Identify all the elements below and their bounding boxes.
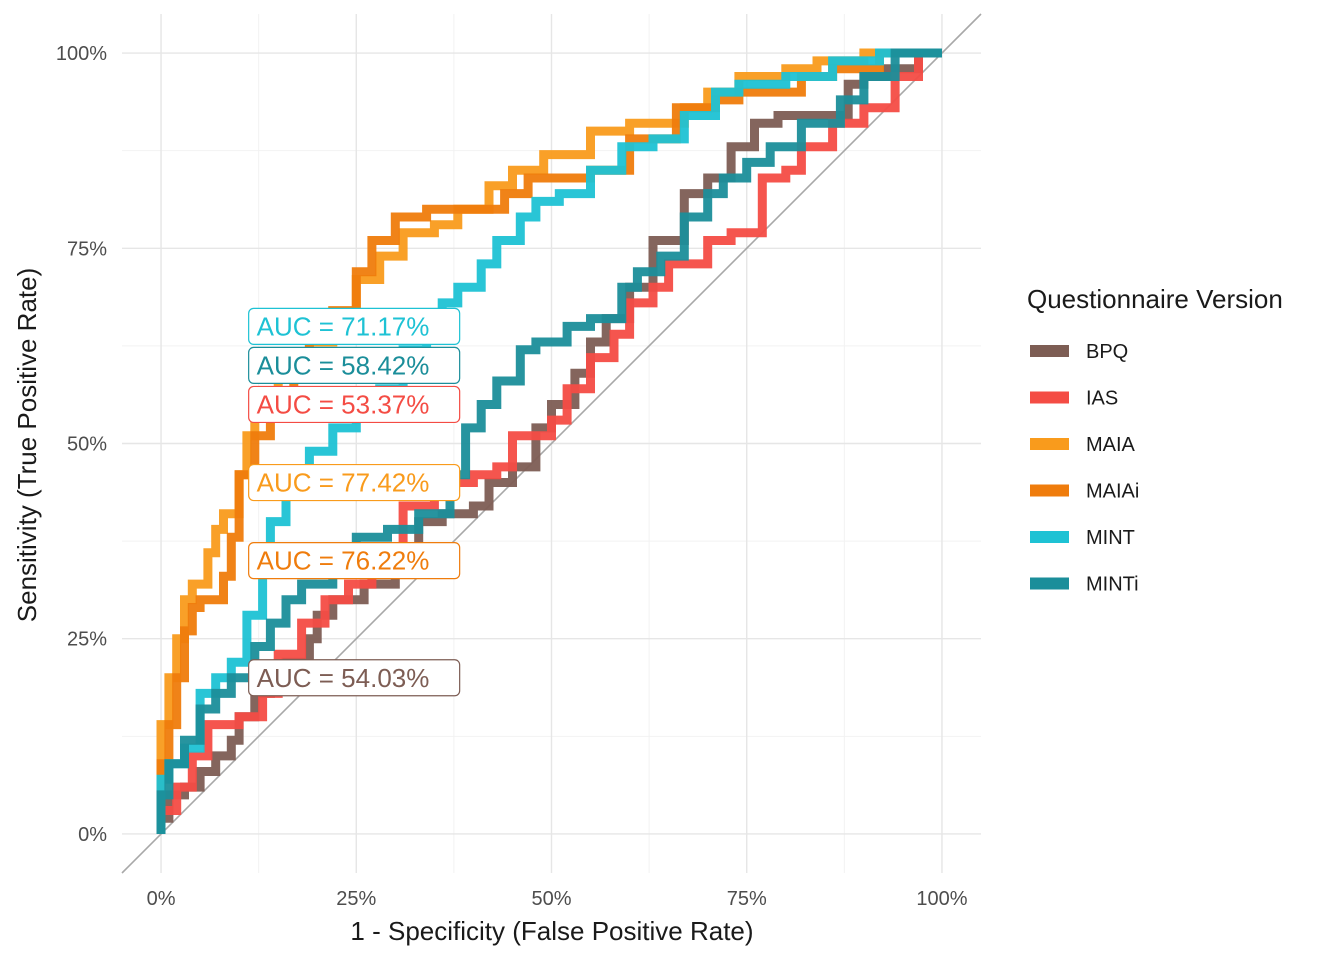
legend-items: BPQ IAS MAIA MAIAi MINT MINTi bbox=[1030, 341, 1139, 596]
x-tick-label: 0% bbox=[147, 888, 176, 910]
auc-label-text: AUC = 53.37% bbox=[257, 389, 430, 419]
auc-label-box bbox=[248, 463, 461, 502]
legend-swatch bbox=[1030, 391, 1069, 404]
legend-label: MAIA bbox=[1086, 434, 1136, 456]
auc-label-box bbox=[248, 385, 461, 424]
series-line-minti bbox=[156, 48, 942, 834]
x-axis-label: 1 - Specificity (False Positive Rate) bbox=[350, 916, 753, 946]
y-tick-label: 100% bbox=[56, 43, 107, 65]
legend-swatch bbox=[1030, 345, 1069, 357]
auc-label-bpq: AUC = 54.03% bbox=[248, 659, 461, 697]
legend-label: MINTi bbox=[1086, 574, 1139, 596]
y-tick-label: 50% bbox=[67, 434, 107, 456]
series-line-bpq bbox=[156, 48, 942, 834]
auc-label-box bbox=[248, 542, 461, 580]
auc-label-box bbox=[248, 346, 461, 385]
auc-label-text: AUC = 76.22% bbox=[257, 546, 430, 576]
legend-item-bpq: BPQ bbox=[1030, 341, 1128, 363]
legend-swatch bbox=[1030, 484, 1069, 497]
y-axis-label: Sensitivity (True Positive Rate) bbox=[12, 268, 42, 622]
x-tick-label: 50% bbox=[531, 888, 571, 910]
axes: 0% 25% 50% 75% 100% 0% 25% 50% 75% 100% bbox=[56, 43, 968, 910]
auc-label-ias: AUC = 53.37% bbox=[248, 385, 461, 424]
y-tick-label: 0% bbox=[78, 824, 107, 846]
auc-label-text: AUC = 77.42% bbox=[257, 468, 430, 498]
auc-label-maiai: AUC = 76.22% bbox=[248, 542, 461, 580]
reference-line-layer bbox=[121, 13, 982, 874]
auc-label-box bbox=[248, 659, 461, 697]
legend-swatch bbox=[1030, 531, 1069, 543]
auc-label-text: AUC = 58.42% bbox=[257, 350, 430, 380]
legend-label: BPQ bbox=[1086, 341, 1128, 363]
x-tick-label: 75% bbox=[727, 888, 767, 910]
legend-swatch bbox=[1030, 577, 1069, 590]
legend-label: MAIAi bbox=[1086, 481, 1139, 503]
series-line-ias bbox=[156, 48, 942, 834]
auc-label-text: AUC = 71.17% bbox=[257, 311, 430, 341]
legend-label: MINT bbox=[1086, 527, 1135, 549]
auc-label-minti: AUC = 58.42% bbox=[248, 346, 461, 385]
legend-item-ias: IAS bbox=[1030, 388, 1118, 410]
auc-label-text: AUC = 54.03% bbox=[257, 663, 430, 693]
x-tick-label: 100% bbox=[916, 888, 967, 910]
legend-item-maiai: MAIAi bbox=[1030, 481, 1139, 503]
y-tick-label: 75% bbox=[67, 238, 107, 260]
auc-label-box bbox=[248, 307, 461, 345]
legend-label: IAS bbox=[1086, 388, 1118, 410]
auc-label-layer: AUC = 54.03% AUC = 53.37% AUC = 77.42% AUC … bbox=[248, 307, 461, 697]
legend-title: Questionnaire Version bbox=[1027, 284, 1283, 314]
legend: Questionnaire Version BPQ IAS MAIA MAIAi MIN… bbox=[1027, 284, 1283, 596]
reference-diagonal-line bbox=[121, 13, 982, 874]
legend-swatch bbox=[1030, 438, 1069, 450]
x-tick-label: 25% bbox=[336, 888, 376, 910]
auc-label-mint: AUC = 71.17% bbox=[248, 307, 461, 345]
y-tick-label: 25% bbox=[67, 629, 107, 651]
legend-item-mint: MINT bbox=[1030, 527, 1135, 549]
legend-item-maia: MAIA bbox=[1030, 434, 1136, 456]
legend-item-minti: MINTi bbox=[1030, 574, 1139, 596]
series-layer bbox=[156, 48, 942, 834]
auc-label-maia: AUC = 77.42% bbox=[248, 463, 461, 502]
